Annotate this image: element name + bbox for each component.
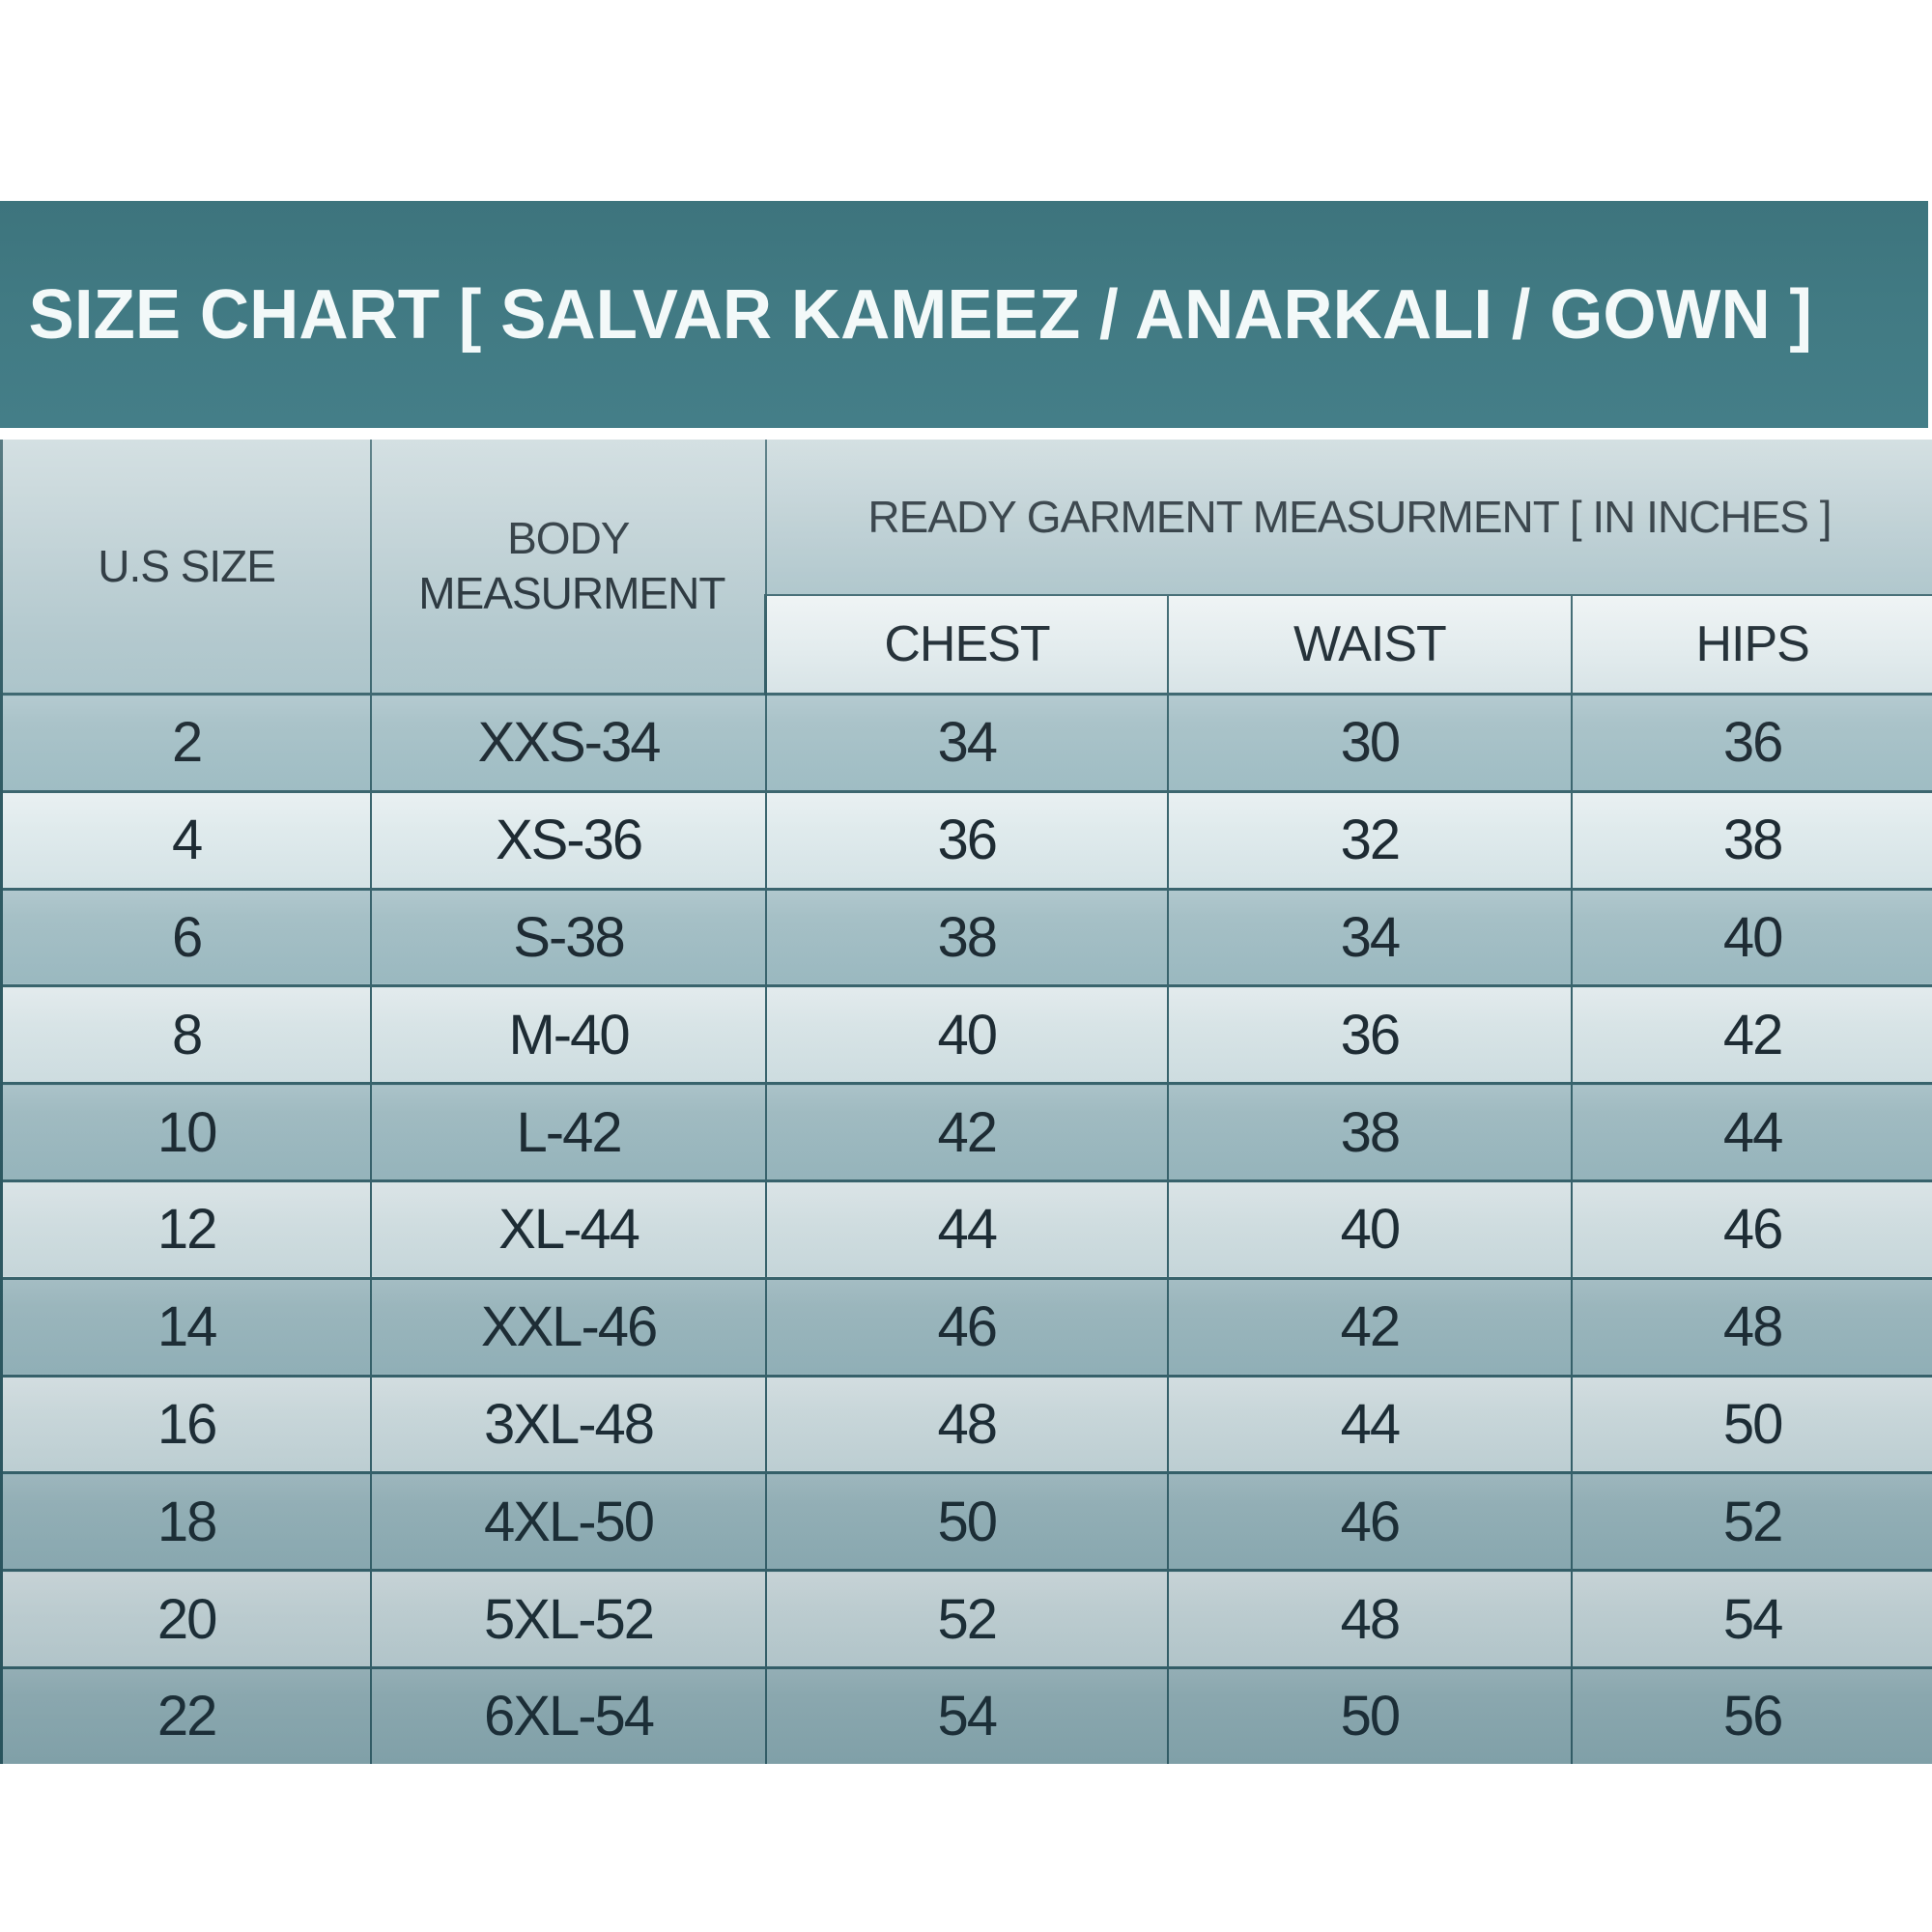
- cell-body-measurement: XS-36: [370, 789, 767, 891]
- cell-waist: 40: [1166, 1179, 1574, 1280]
- table-row: 12 XL-44 44 40 46: [0, 1179, 1932, 1280]
- cell-chest: 54: [764, 1665, 1169, 1764]
- cell-chest: 34: [764, 693, 1169, 793]
- cell-body-measurement: L-42: [370, 1082, 767, 1182]
- table-header: U.S SIZE BODY MEASURMENT READY GARMENT M…: [0, 440, 1932, 696]
- cell-us-size: 10: [0, 1082, 373, 1182]
- cell-hips: 42: [1571, 984, 1932, 1085]
- cell-body-measurement: 3XL-48: [370, 1374, 767, 1474]
- cell-us-size: 6: [0, 887, 373, 987]
- table-row: 14 XXL-46 46 42 48: [0, 1276, 1932, 1378]
- cell-us-size: 8: [0, 984, 373, 1085]
- column-header-body-measurement-label: BODY MEASURMENT: [418, 512, 725, 619]
- cell-hips: 44: [1571, 1082, 1932, 1182]
- column-group-header-ready-garment: READY GARMENT MEASURMENT [ IN INCHES ]: [764, 440, 1932, 596]
- cell-waist: 34: [1166, 887, 1574, 987]
- cell-chest: 40: [764, 984, 1169, 1085]
- cell-waist: 36: [1166, 984, 1574, 1085]
- cell-body-measurement: XXL-46: [370, 1276, 767, 1378]
- column-header-hips: HIPS: [1571, 594, 1932, 696]
- cell-hips: 40: [1571, 887, 1932, 987]
- cell-chest: 46: [764, 1276, 1169, 1378]
- cell-chest: 44: [764, 1179, 1169, 1280]
- table-row: 22 6XL-54 54 50 56: [0, 1665, 1932, 1764]
- table-row: 10 L-42 42 38 44: [0, 1082, 1932, 1182]
- cell-body-measurement: XXS-34: [370, 693, 767, 793]
- table-row: 16 3XL-48 48 44 50: [0, 1374, 1932, 1474]
- cell-chest: 38: [764, 887, 1169, 987]
- table-row: 6 S-38 38 34 40: [0, 887, 1932, 987]
- cell-chest: 50: [764, 1471, 1169, 1572]
- cell-waist: 32: [1166, 789, 1574, 891]
- cell-waist: 48: [1166, 1569, 1574, 1669]
- table-row: 18 4XL-50 50 46 52: [0, 1471, 1932, 1572]
- cell-hips: 46: [1571, 1179, 1932, 1280]
- size-chart-table: U.S SIZE BODY MEASURMENT READY GARMENT M…: [0, 440, 1932, 1764]
- cell-chest: 42: [764, 1082, 1169, 1182]
- cell-chest: 36: [764, 789, 1169, 891]
- cell-body-measurement: M-40: [370, 984, 767, 1085]
- cell-us-size: 18: [0, 1471, 373, 1572]
- cell-us-size: 20: [0, 1569, 373, 1669]
- page-title: SIZE CHART [ SALVAR KAMEEZ / ANARKALI / …: [28, 275, 1813, 354]
- cell-waist: 38: [1166, 1082, 1574, 1182]
- column-header-waist: WAIST: [1166, 594, 1574, 696]
- cell-waist: 50: [1166, 1665, 1574, 1764]
- column-header-body-measurement: BODY MEASURMENT: [370, 440, 767, 696]
- size-chart-table-wrap: U.S SIZE BODY MEASURMENT READY GARMENT M…: [0, 440, 1932, 1764]
- cell-chest: 48: [764, 1374, 1169, 1474]
- table-row: 8 M-40 40 36 42: [0, 984, 1932, 1085]
- cell-body-measurement: XL-44: [370, 1179, 767, 1280]
- cell-body-measurement: 5XL-52: [370, 1569, 767, 1669]
- cell-hips: 54: [1571, 1569, 1932, 1669]
- cell-waist: 46: [1166, 1471, 1574, 1572]
- cell-hips: 48: [1571, 1276, 1932, 1378]
- cell-waist: 42: [1166, 1276, 1574, 1378]
- cell-us-size: 22: [0, 1665, 373, 1764]
- column-header-chest: CHEST: [764, 594, 1169, 696]
- table-row: 2 XXS-34 34 30 36: [0, 693, 1932, 793]
- cell-body-measurement: S-38: [370, 887, 767, 987]
- column-header-us-size: U.S SIZE: [0, 440, 373, 696]
- cell-hips: 56: [1571, 1665, 1932, 1764]
- cell-us-size: 12: [0, 1179, 373, 1280]
- cell-us-size: 2: [0, 693, 373, 793]
- cell-us-size: 14: [0, 1276, 373, 1378]
- cell-us-size: 4: [0, 789, 373, 891]
- cell-hips: 38: [1571, 789, 1932, 891]
- table-row: 20 5XL-52 52 48 54: [0, 1569, 1932, 1669]
- cell-hips: 36: [1571, 693, 1932, 793]
- table-row: 4 XS-36 36 32 38: [0, 789, 1932, 891]
- title-bar: SIZE CHART [ SALVAR KAMEEZ / ANARKALI / …: [0, 201, 1928, 428]
- cell-hips: 52: [1571, 1471, 1932, 1572]
- cell-body-measurement: 6XL-54: [370, 1665, 767, 1764]
- cell-hips: 50: [1571, 1374, 1932, 1474]
- cell-chest: 52: [764, 1569, 1169, 1669]
- table-body: 2 XXS-34 34 30 36 4 XS-36 36 32 38 6 S-3…: [0, 693, 1932, 1764]
- cell-waist: 30: [1166, 693, 1574, 793]
- cell-waist: 44: [1166, 1374, 1574, 1474]
- cell-body-measurement: 4XL-50: [370, 1471, 767, 1572]
- cell-us-size: 16: [0, 1374, 373, 1474]
